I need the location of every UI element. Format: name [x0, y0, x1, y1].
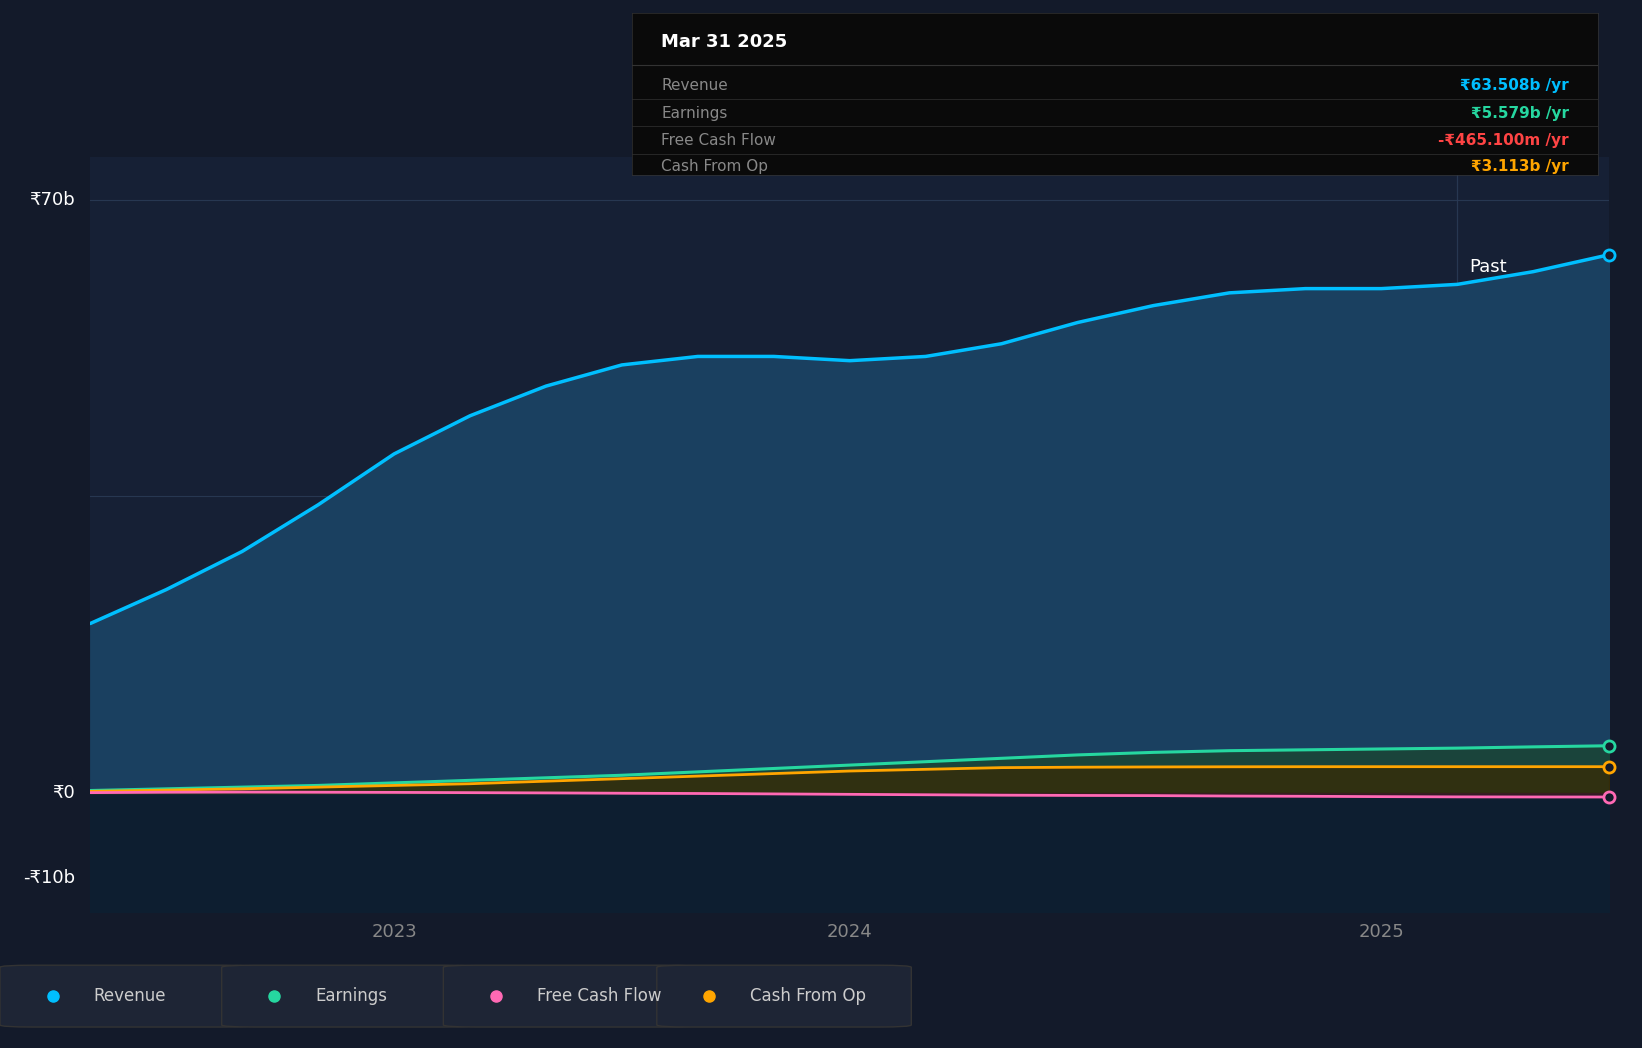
Text: Earnings: Earnings	[315, 986, 388, 1005]
Text: ₹63.508b /yr: ₹63.508b /yr	[1460, 79, 1568, 93]
Text: Cash From Op: Cash From Op	[662, 159, 768, 174]
Text: ₹5.579b /yr: ₹5.579b /yr	[1471, 106, 1568, 121]
Text: -₹10b: -₹10b	[23, 869, 76, 887]
Text: Past: Past	[1470, 259, 1507, 277]
FancyBboxPatch shape	[443, 965, 698, 1027]
Text: Free Cash Flow: Free Cash Flow	[537, 986, 662, 1005]
Text: ₹3.113b /yr: ₹3.113b /yr	[1471, 159, 1568, 174]
Text: Mar 31 2025: Mar 31 2025	[662, 32, 788, 50]
FancyBboxPatch shape	[222, 965, 476, 1027]
Text: Earnings: Earnings	[662, 106, 727, 121]
Text: Free Cash Flow: Free Cash Flow	[662, 133, 777, 149]
Text: ₹70b: ₹70b	[30, 191, 76, 209]
Text: Cash From Op: Cash From Op	[750, 986, 867, 1005]
FancyBboxPatch shape	[0, 965, 255, 1027]
Text: -₹465.100m /yr: -₹465.100m /yr	[1438, 133, 1568, 149]
Text: Revenue: Revenue	[662, 79, 727, 93]
Text: ₹0: ₹0	[53, 784, 76, 802]
FancyBboxPatch shape	[657, 965, 911, 1027]
Text: Revenue: Revenue	[94, 986, 166, 1005]
